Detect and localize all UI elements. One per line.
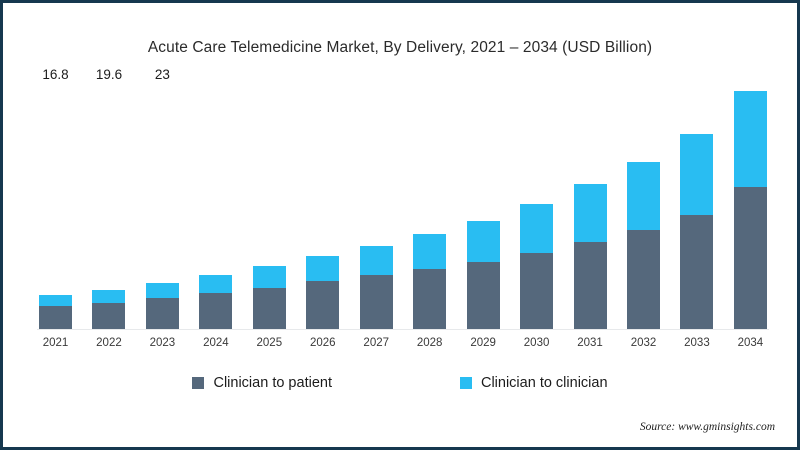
bar-value-label: 19.6 [95, 67, 123, 82]
x-axis-tick-2023: 2023 [149, 337, 176, 349]
legend-swatch-clinician-to-clinician [459, 377, 472, 389]
bar-group[interactable] [733, 89, 767, 329]
x-axis-tick-2028: 2028 [416, 337, 443, 349]
bar-segment-clinician-to-clinician[interactable] [199, 275, 233, 294]
bar-group[interactable] [306, 89, 340, 329]
x-axis-tick-2021: 2021 [42, 337, 69, 349]
bar-segment-clinician-to-patient[interactable] [626, 229, 660, 329]
bar-group[interactable] [413, 89, 447, 329]
legend-label: Clinician to patient [213, 375, 332, 391]
x-axis-tick-2031: 2031 [577, 337, 603, 349]
bar-segment-clinician-to-clinician[interactable] [145, 282, 179, 299]
x-axis-tick-2027: 2027 [363, 337, 390, 349]
bar-group[interactable] [626, 89, 660, 329]
bar-segment-clinician-to-patient[interactable] [413, 268, 447, 329]
bar-stack[interactable] [145, 282, 179, 329]
legend-item[interactable]: Clinician to clinician [459, 375, 608, 391]
bar-stack[interactable] [39, 295, 72, 329]
bar-segment-clinician-to-patient[interactable] [680, 214, 714, 329]
bar-segment-clinician-to-clinician[interactable] [520, 204, 554, 253]
chart-legend: Clinician to patient Clinician to clinici… [3, 375, 797, 391]
x-axis-tick-2025: 2025 [256, 337, 283, 349]
bar-stack[interactable] [466, 220, 500, 329]
bar-segment-clinician-to-patient[interactable] [92, 302, 126, 329]
bar-segment-clinician-to-patient[interactable] [733, 187, 767, 329]
bar-segment-clinician-to-clinician[interactable] [306, 255, 340, 282]
bar-segment-clinician-to-patient[interactable] [39, 305, 72, 329]
bar-group[interactable] [680, 89, 714, 329]
bar-group[interactable]: 16.8 [39, 67, 72, 329]
bar-series-container: 16.8 19.6 23 [29, 67, 777, 329]
x-axis-line [37, 329, 769, 330]
bar-segment-clinician-to-clinician[interactable] [573, 184, 607, 242]
bar-segment-clinician-to-clinician[interactable] [626, 162, 660, 230]
bar-segment-clinician-to-patient[interactable] [145, 298, 179, 329]
x-axis-tick-2030: 2030 [523, 337, 550, 349]
bar-segment-clinician-to-patient[interactable] [520, 252, 554, 329]
x-axis-tick-2024: 2024 [203, 337, 229, 349]
bar-stack[interactable] [252, 266, 286, 329]
bar-stack[interactable] [680, 134, 714, 329]
bar-segment-clinician-to-patient[interactable] [306, 281, 340, 329]
bar-stack[interactable] [520, 204, 554, 329]
bar-segment-clinician-to-clinician[interactable] [413, 233, 447, 269]
bar-group[interactable] [573, 89, 607, 329]
bar-stack[interactable] [626, 162, 660, 329]
source-attribution: Source: www.gminsights.com [639, 421, 775, 433]
bar-segment-clinician-to-clinician[interactable] [39, 295, 72, 306]
bar-value-label: 23 [154, 67, 170, 82]
chart-title: Acute Care Telemedicine Market, By Deliv… [147, 39, 653, 56]
legend-label: Clinician to clinician [480, 375, 608, 391]
bar-stack[interactable] [359, 245, 393, 329]
bar-group[interactable] [359, 89, 393, 329]
bar-stack[interactable] [413, 233, 447, 329]
bar-segment-clinician-to-patient[interactable] [199, 293, 233, 329]
x-axis-tick-2029: 2029 [470, 337, 496, 349]
bar-stack[interactable] [199, 275, 233, 329]
x-axis-tick-2032: 2032 [630, 337, 657, 349]
x-axis-tick-2033: 2033 [684, 337, 710, 349]
bar-segment-clinician-to-patient[interactable] [252, 287, 286, 329]
bar-group[interactable]: 19.6 [92, 67, 126, 329]
x-axis-tick-2022: 2022 [96, 337, 122, 349]
bar-segment-clinician-to-clinician[interactable] [359, 245, 393, 275]
bar-group[interactable] [252, 89, 286, 329]
bar-value-label: 16.8 [42, 67, 69, 82]
bar-group[interactable] [466, 89, 500, 329]
bar-segment-clinician-to-clinician[interactable] [466, 220, 500, 262]
bar-segment-clinician-to-patient[interactable] [466, 261, 500, 329]
legend-swatch-clinician-to-patient [192, 377, 205, 389]
bar-group[interactable] [520, 89, 554, 329]
bar-stack[interactable] [92, 289, 126, 329]
x-axis-tick-2034: 2034 [737, 337, 764, 349]
bar-segment-clinician-to-patient[interactable] [359, 274, 393, 329]
bar-segment-clinician-to-clinician[interactable] [92, 289, 126, 303]
bar-group[interactable] [199, 89, 233, 329]
bar-stack[interactable] [733, 91, 767, 329]
bar-segment-clinician-to-clinician[interactable] [680, 134, 714, 215]
bar-stack[interactable] [306, 255, 340, 329]
x-axis-tick-2026: 2026 [309, 337, 336, 349]
plot-area: 16.8 19.6 23 [29, 67, 777, 330]
bar-segment-clinician-to-clinician[interactable] [252, 266, 286, 288]
bar-stack[interactable] [573, 184, 607, 329]
bar-segment-clinician-to-patient[interactable] [573, 241, 607, 329]
x-axis-tick-labels: 2021 2022 2023 2024 2025 2026 2027 2028 2029 2030… [29, 337, 777, 349]
bar-segment-clinician-to-clinician[interactable] [733, 91, 767, 188]
legend-item[interactable]: Clinician to patient [192, 375, 332, 391]
bar-group[interactable]: 23 [145, 67, 179, 329]
